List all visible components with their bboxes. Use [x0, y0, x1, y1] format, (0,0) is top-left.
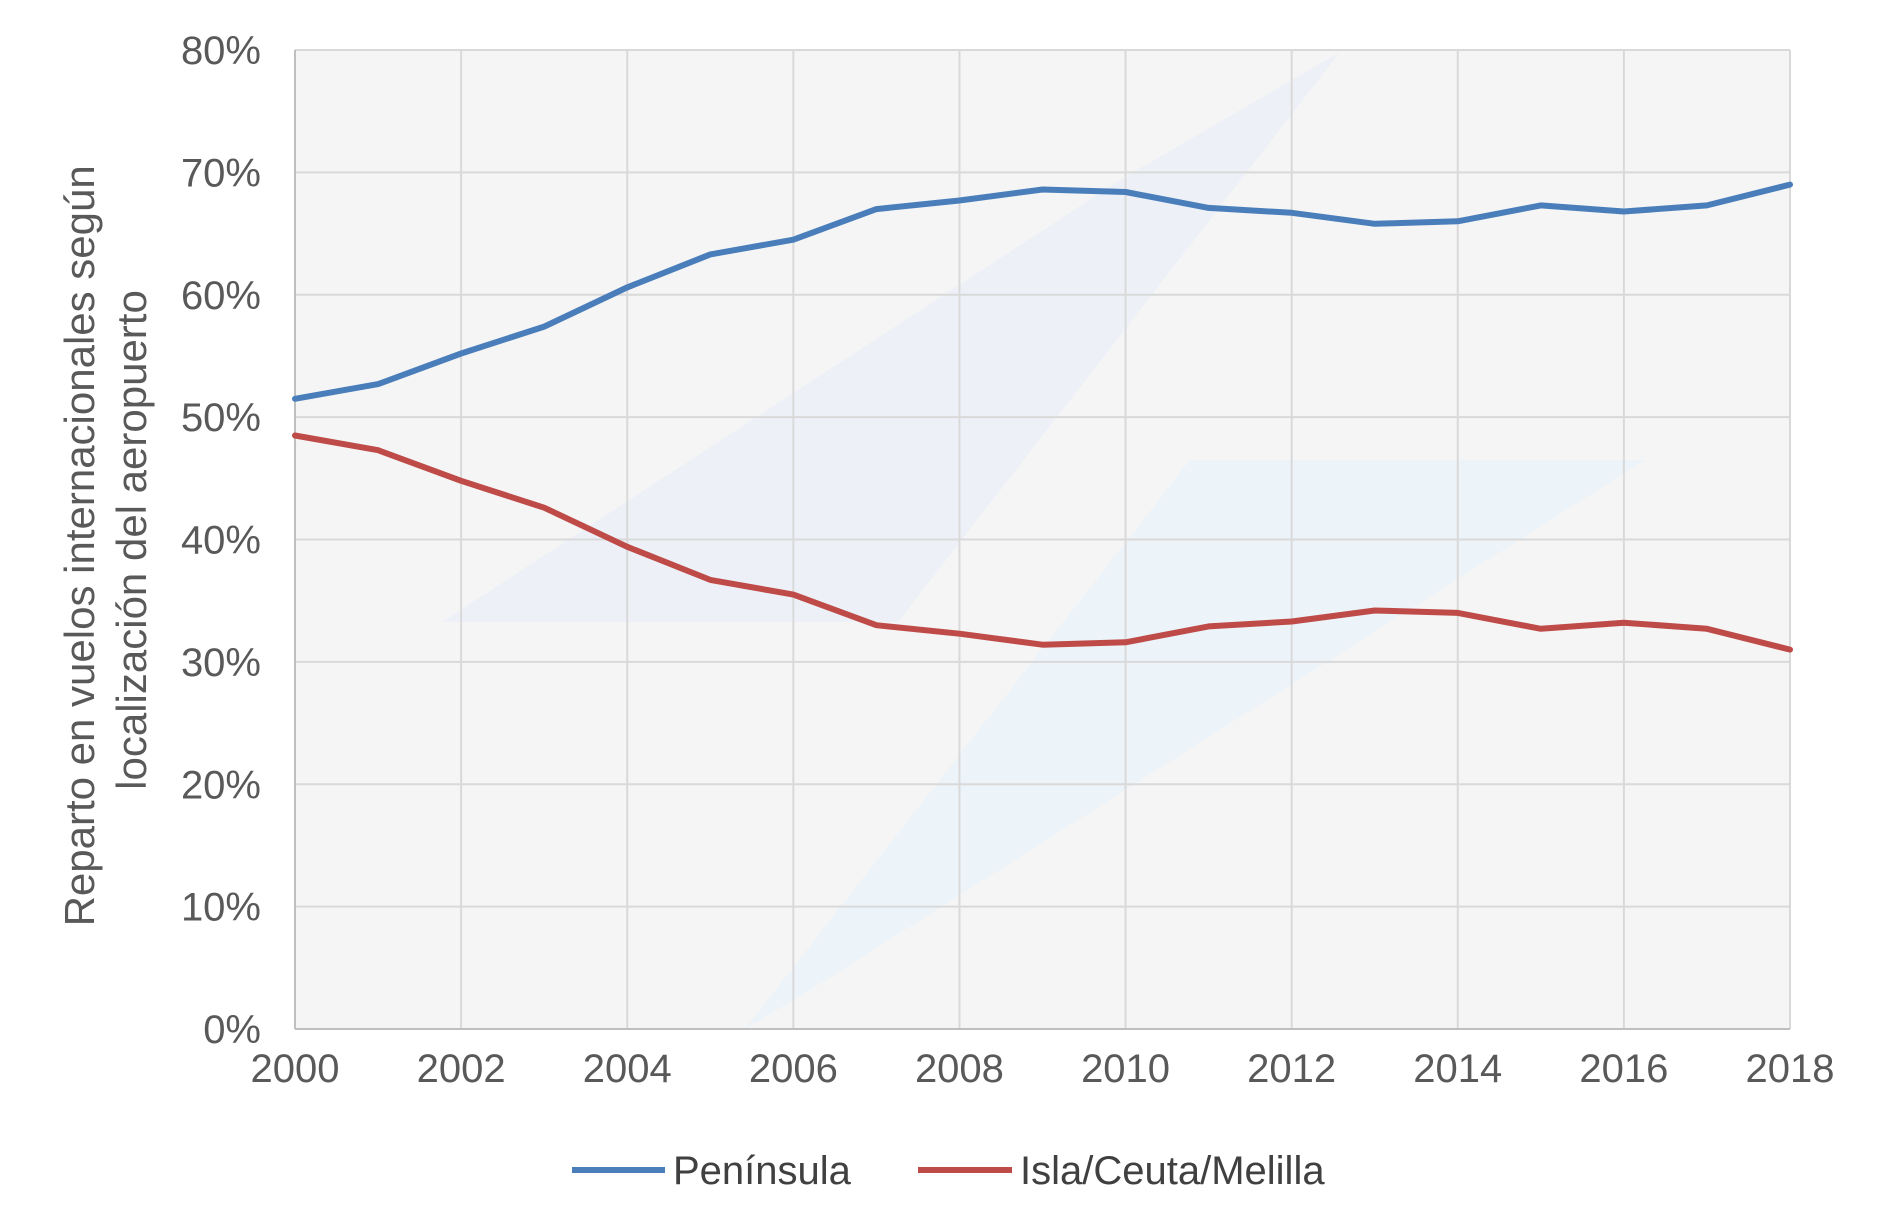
legend: Península Isla/Ceuta/Melilla — [572, 1149, 1325, 1193]
legend-label-isla-ceuta-melilla: Isla/Ceuta/Melilla — [1020, 1149, 1325, 1193]
x-tick-label: 2006 — [749, 1047, 838, 1091]
y-tick-label: 40% — [181, 519, 261, 563]
watermark-shape-lower — [745, 460, 1645, 1029]
series-line-peninsula — [292, 181, 1793, 402]
x-tick-label: 2002 — [417, 1047, 506, 1091]
y-tick-label: 30% — [181, 641, 261, 685]
y-tick-label: 70% — [181, 151, 261, 195]
legend-label-peninsula: Península — [673, 1149, 852, 1193]
y-tick-label: 80% — [181, 29, 261, 73]
x-tick-label: 2012 — [1247, 1047, 1336, 1091]
y-tick-label: 50% — [181, 396, 261, 440]
y-axis-title-line-1: Reparto en vuelos internacionales según — [56, 165, 103, 926]
x-tick-label: 2004 — [583, 1047, 672, 1091]
axes — [294, 50, 1790, 1030]
x-tick-labels: 2000 2002 2004 2006 2008 2010 2012 2014 2016 2018 — [251, 1047, 1835, 1091]
y-axis-title-line-2: localización del aeropuerto — [108, 290, 155, 790]
y-tick-label: 60% — [181, 274, 261, 318]
x-tick-label: 2000 — [251, 1047, 340, 1091]
y-tick-label: 10% — [181, 886, 261, 930]
x-tick-label: 2008 — [915, 1047, 1004, 1091]
y-tick-label: 20% — [181, 763, 261, 807]
x-tick-label: 2014 — [1413, 1047, 1502, 1091]
x-tick-label: 2010 — [1081, 1047, 1170, 1091]
series-line-isla-ceuta-melilla — [292, 432, 1793, 653]
y-axis-title: Reparto en vuelos internacionales según … — [56, 154, 155, 927]
y-tick-label: 0% — [203, 1008, 261, 1052]
grid-lines — [295, 49, 1791, 1029]
x-tick-label: 2016 — [1579, 1047, 1668, 1091]
y-tick-labels: 0% 10% 20% 30% 40% 50% 60% 70% 80% — [181, 29, 261, 1052]
x-tick-label: 2018 — [1746, 1047, 1835, 1091]
series-lines — [292, 181, 1793, 653]
